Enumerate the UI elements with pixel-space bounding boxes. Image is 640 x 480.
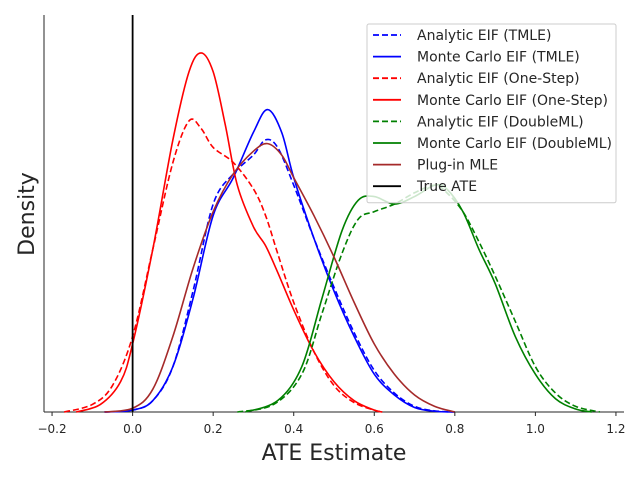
- y-axis-title: Density: [15, 172, 40, 256]
- series-line-analytic-eif-doubleml: [237, 184, 601, 413]
- legend-label-analytic-eif-tmle: Analytic EIF (TMLE): [417, 28, 551, 44]
- x-axis-title: ATE Estimate: [262, 441, 407, 466]
- series-line-monte-carlo-eif-one-step: [75, 52, 383, 413]
- legend-label-plug-in-mle: Plug-in MLE: [417, 158, 498, 174]
- legend-label-true-ate: True ATE: [416, 179, 477, 195]
- legend-label-monte-carlo-eif-one-step: Monte Carlo EIF (One-Step): [417, 93, 608, 109]
- axes: [43, 15, 624, 413]
- x-tick-label: 0.2: [204, 422, 223, 436]
- x-tick-label: 0.8: [445, 422, 464, 436]
- x-tick-label: 1.2: [606, 422, 625, 436]
- legend-box: [366, 23, 617, 204]
- x-tick-label: 1.0: [526, 422, 545, 436]
- legend-label-monte-carlo-eif-doubleml: Monte Carlo EIF (DoubleML): [417, 136, 612, 152]
- x-tick-label: 0.6: [365, 422, 384, 436]
- legend-label-analytic-eif-doubleml: Analytic EIF (DoubleML): [417, 114, 584, 130]
- series-line-plug-in-mle: [104, 142, 456, 413]
- series-line-analytic-eif-one-step: [63, 118, 383, 413]
- x-tick-label: −0.2: [37, 422, 66, 436]
- series-line-monte-carlo-eif-doubleml: [245, 183, 592, 413]
- legend: Analytic EIF (TMLE) Monte Carlo EIF (TMLE…: [366, 23, 617, 204]
- x-tick-label: 0.4: [284, 422, 303, 436]
- x-tick-label: 0.0: [123, 422, 142, 436]
- legend-label-analytic-eif-one-step: Analytic EIF (One-Step): [417, 71, 580, 87]
- x-axis-ticks: −0.2 0.0 0.2 0.4 0.6 0.8 1.0 1.2: [37, 412, 625, 436]
- legend-label-monte-carlo-eif-tmle: Monte Carlo EIF (TMLE): [417, 50, 580, 66]
- series-line-monte-carlo-eif-tmle: [104, 108, 455, 413]
